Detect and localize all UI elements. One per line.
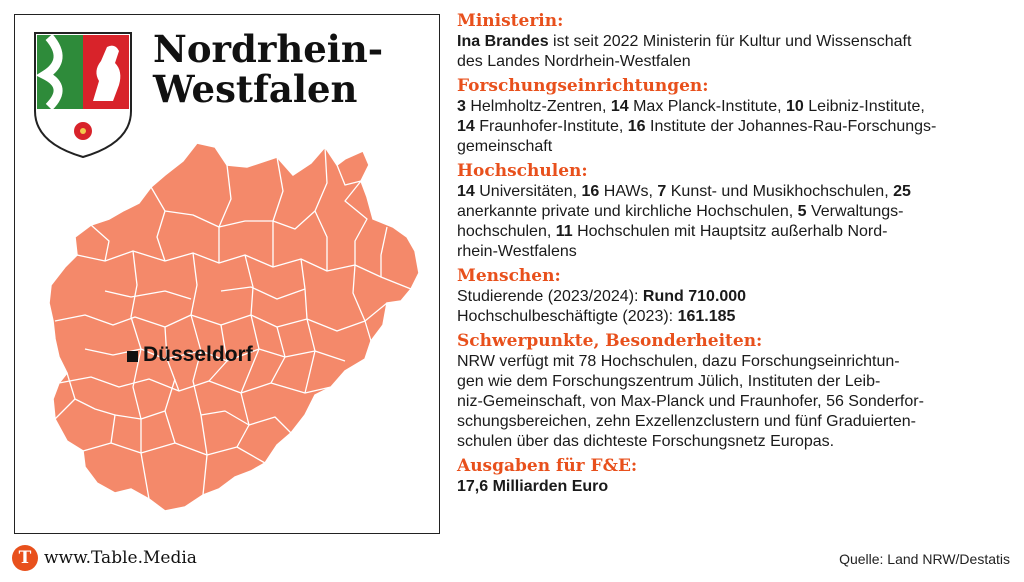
table-media-logo-icon: T (12, 545, 38, 571)
text-segment: schungsbereichen, zehn Exzellenzclustern… (457, 413, 916, 430)
text-line: anerkannte private und kirchliche Hochsc… (457, 202, 1012, 222)
bold-value: 17,6 Milliarden Euro (457, 478, 609, 495)
info-section: Ministerin: Ina Brandes ist seit 2022 Min… (457, 11, 1012, 72)
text-segment: HAWs, (599, 183, 658, 200)
section-text: 17,6 Milliarden Euro (457, 477, 1012, 497)
section-heading: Schwerpunkte, Besonderheiten: (457, 331, 763, 351)
bold-value: 11 (555, 223, 573, 240)
text-segment: NRW verfügt mit 78 Hochschulen, dazu For… (457, 353, 900, 370)
text-segment: Kunst- und Musikhochschulen, (666, 183, 894, 200)
text-segment: Helmholtz-Zentren, (465, 98, 611, 115)
text-segment: Fraunhofer-Institute, (474, 118, 628, 135)
nrw-state-shape (48, 142, 420, 512)
text-segment: Universitäten, (474, 183, 582, 200)
state-outline (48, 142, 420, 512)
text-line: Hochschulbeschäftigte (2023): 161.185 (457, 307, 1012, 327)
text-segment: schulen über das dichteste Forschungsnet… (457, 433, 835, 450)
text-line: 3 Helmholtz-Zentren, 14 Max Planck-Insti… (457, 97, 1012, 117)
bold-value: 7 (657, 183, 667, 200)
text-line: gen wie dem Forschungszentrum Jülich, In… (457, 372, 1012, 392)
section-text: 3 Helmholtz-Zentren, 14 Max Planck-Insti… (457, 97, 1012, 157)
text-line: niz-Gemeinschaft, von Max-Planck und Fra… (457, 392, 1012, 412)
bold-value: 10 (786, 98, 804, 115)
capital-label: Düsseldorf (143, 343, 253, 366)
bold-value: 3 (457, 98, 466, 115)
nrw-map (34, 32, 420, 512)
text-segment: Max Planck-Institute, (628, 98, 787, 115)
text-segment: ist seit 2022 Ministerin für Kultur und … (548, 33, 912, 50)
map-title-line2: Westfalen (153, 67, 358, 111)
coat-of-arms-icon (34, 32, 132, 159)
text-segment: Verwaltungs- (806, 203, 904, 220)
text-segment: hochschulen, (457, 223, 556, 240)
text-segment: Institute der Johannes-Rau-Forschungs- (645, 118, 937, 135)
bold-value: 16 (581, 183, 600, 200)
text-segment: Studierende (2023/2024): (457, 288, 643, 305)
section-heading: Ausgaben für F&E: (457, 456, 638, 476)
info-section: Hochschulen: 14 Universitäten, 16 HAWs, 7… (457, 161, 1012, 262)
section-heading: Menschen: (457, 266, 561, 286)
text-segment: gemeinschaft (457, 138, 553, 155)
text-line: Ina Brandes ist seit 2022 Ministerin für… (457, 32, 1012, 52)
text-line: hochschulen, 11 Hochschulen mit Hauptsit… (457, 222, 1012, 242)
text-line: 14 Universitäten, 16 HAWs, 7 Kunst- und … (457, 182, 1012, 202)
text-segment: des Landes Nordrhein-Westfalen (457, 53, 691, 70)
map-title: Nordrhein- Westfalen (153, 29, 383, 109)
text-segment: rhein-Westfalens (457, 243, 577, 260)
text-line: gemeinschaft (457, 137, 1012, 157)
section-heading: Ministerin: (457, 11, 564, 31)
text-segment: anerkannte private und kirchliche Hochsc… (457, 203, 798, 220)
info-panel: Ministerin: Ina Brandes ist seit 2022 Min… (457, 11, 1012, 501)
map-title-line1: Nordrhein- (153, 27, 384, 71)
info-section: Ausgaben für F&E: 17,6 Milliarden Euro (457, 456, 1012, 497)
section-heading: Forschungseinrichtungen: (457, 76, 709, 96)
text-line: NRW verfügt mit 78 Hochschulen, dazu For… (457, 352, 1012, 372)
text-segment: niz-Gemeinschaft, von Max-Planck und Fra… (457, 393, 924, 410)
bold-value: 5 (797, 203, 807, 220)
text-segment: Leibniz-Institute, (803, 98, 925, 115)
map-panel: Nordrhein- Westfalen Düsseldorf (14, 14, 440, 534)
bold-value: 14 (457, 183, 475, 200)
section-text: NRW verfügt mit 78 Hochschulen, dazu For… (457, 352, 1012, 452)
bold-value: 16 (627, 118, 646, 135)
footer-brand: T www.Table.Media (12, 545, 197, 571)
info-section: Forschungseinrichtungen: 3 Helmholtz-Zent… (457, 76, 1012, 157)
bold-value: 25 (893, 183, 911, 200)
section-text: 14 Universitäten, 16 HAWs, 7 Kunst- und … (457, 182, 1012, 262)
bold-value: 14 (457, 118, 475, 135)
bold-value: Rund 710.000 (642, 288, 747, 305)
district-borders (54, 146, 412, 500)
text-line: Studierende (2023/2024): Rund 710.000 (457, 287, 1012, 307)
bold-value: 161.185 (677, 308, 736, 325)
text-segment: Hochschulen mit Hauptsitz außerhalb Nord… (572, 223, 888, 240)
site-url[interactable]: www.Table.Media (44, 548, 197, 568)
bold-value: Ina Brandes (457, 33, 549, 50)
capital-marker-icon (127, 351, 138, 362)
text-line: schulen über das dichteste Forschungsnet… (457, 432, 1012, 452)
text-line: schungsbereichen, zehn Exzellenzclustern… (457, 412, 1012, 432)
info-section: Schwerpunkte, Besonderheiten: NRW verfügt… (457, 331, 1012, 452)
text-line: 14 Fraunhofer-Institute, 16 Institute de… (457, 117, 1012, 137)
source-note: Quelle: Land NRW/Destatis (839, 551, 1010, 567)
section-heading: Hochschulen: (457, 161, 588, 181)
section-text: Ina Brandes ist seit 2022 Ministerin für… (457, 32, 1012, 72)
section-text: Studierende (2023/2024): Rund 710.000 Hoc… (457, 287, 1012, 327)
bold-value: 14 (610, 98, 629, 115)
text-line: rhein-Westfalens (457, 242, 1012, 262)
info-section: Menschen: Studierende (2023/2024): Rund 7… (457, 266, 1012, 327)
text-segment: gen wie dem Forschungszentrum Jülich, In… (457, 373, 881, 390)
text-line: des Landes Nordrhein-Westfalen (457, 52, 1012, 72)
text-line: 17,6 Milliarden Euro (457, 477, 1012, 497)
text-segment: Hochschulbeschäftigte (2023): (457, 308, 678, 325)
